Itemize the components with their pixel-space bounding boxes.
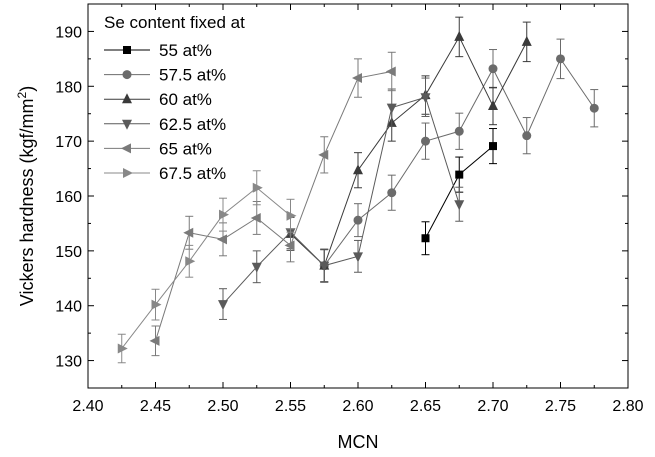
data-point [318, 149, 329, 160]
x-axis-title: MCN [338, 432, 379, 452]
data-point [421, 234, 430, 243]
data-point [488, 100, 498, 111]
y-tick-label: 160 [55, 189, 82, 206]
data-point [284, 240, 295, 251]
x-tick-label: 2.45 [140, 398, 171, 415]
legend-marker [123, 46, 131, 54]
data-point [489, 142, 497, 151]
data-point [385, 66, 396, 77]
x-tick-label: 2.75 [545, 398, 576, 415]
legend-label: 60 at% [159, 90, 212, 109]
data-point [252, 182, 263, 193]
y-tick-label: 180 [55, 79, 82, 96]
data-point [319, 261, 330, 272]
x-tick-label: 2.55 [275, 398, 306, 415]
data-point [250, 212, 261, 223]
legend-label: 65 at% [159, 139, 212, 158]
legend-label: 67.5 at% [159, 164, 226, 183]
data-point [454, 126, 464, 136]
series-line [121, 187, 291, 349]
data-point [183, 227, 194, 238]
series-line [155, 70, 392, 341]
data-point [151, 299, 162, 310]
y-tick-label: 190 [55, 24, 82, 41]
legend-title: Se content fixed at [104, 13, 245, 32]
x-tick-label: 2.70 [477, 398, 508, 415]
legend-label: 55 at% [159, 41, 212, 60]
y-axis-title-sup: 2 [15, 91, 29, 98]
x-tick-label: 2.40 [72, 398, 103, 415]
data-point [353, 215, 363, 225]
legend: Se content fixed at 55 at% 57.5 at% 60 at% 6… [104, 13, 245, 183]
series-line [290, 35, 528, 267]
data-point [556, 54, 565, 64]
legend-item: 62.5 at% [104, 115, 226, 134]
data-point [387, 188, 397, 198]
y-axis: 130 140 150 160 170 180 190 [55, 3, 628, 389]
series-5 [117, 170, 297, 364]
x-tick-label: 2.50 [207, 398, 238, 415]
legend-item: 57.5 at% [104, 66, 226, 85]
data-point [286, 210, 297, 221]
data-point [353, 252, 363, 263]
data-point [251, 262, 262, 273]
y-tick-label: 130 [55, 354, 82, 371]
legend-item: 67.5 at% [104, 164, 226, 183]
data-point [218, 300, 228, 311]
data-point [217, 234, 227, 245]
y-axis-title-tail: ) [17, 86, 37, 92]
series-line [222, 96, 460, 305]
y-axis-title-main: Vickers hardness (kgf/mm [17, 98, 37, 306]
data-point [219, 209, 229, 220]
series-0 [421, 128, 497, 256]
data-point [353, 164, 363, 175]
x-axis: 2.40 2.45 2.50 2.55 2.60 2.65 2.70 2.75 2.80 [72, 4, 644, 415]
y-axis-title: Vickers hardness (kgf/mm2) [15, 86, 37, 306]
legend-label: 62.5 at% [159, 115, 226, 134]
legend-marker [123, 168, 133, 178]
series-3 [218, 77, 465, 320]
legend-marker [122, 119, 132, 130]
y-tick-label: 150 [55, 244, 82, 261]
x-tick-label: 2.60 [342, 398, 373, 415]
series-layer [117, 16, 599, 364]
data-point [386, 103, 397, 114]
data-point [117, 343, 128, 354]
legend-item: 65 at% [104, 139, 212, 158]
legend-marker [121, 143, 131, 154]
data-point [454, 200, 465, 211]
data-point [421, 136, 430, 146]
y-tick-label: 170 [55, 134, 82, 151]
x-tick-label: 2.65 [410, 398, 441, 415]
legend-item: 55 at% [104, 41, 212, 60]
legend-marker [122, 70, 132, 80]
y-tick-label: 140 [55, 299, 82, 316]
data-point [185, 256, 196, 267]
legend-marker [122, 93, 132, 104]
data-point [521, 35, 532, 46]
data-point [420, 93, 431, 104]
data-point [589, 103, 599, 113]
x-tick-label: 2.80 [612, 398, 643, 415]
legend-label: 57.5 at% [159, 66, 226, 85]
legend-item: 60 at% [104, 90, 212, 109]
data-point [352, 73, 362, 84]
data-point [455, 170, 464, 179]
data-point [149, 335, 160, 346]
data-point [522, 131, 532, 141]
data-point [488, 64, 498, 74]
data-point [454, 30, 465, 41]
